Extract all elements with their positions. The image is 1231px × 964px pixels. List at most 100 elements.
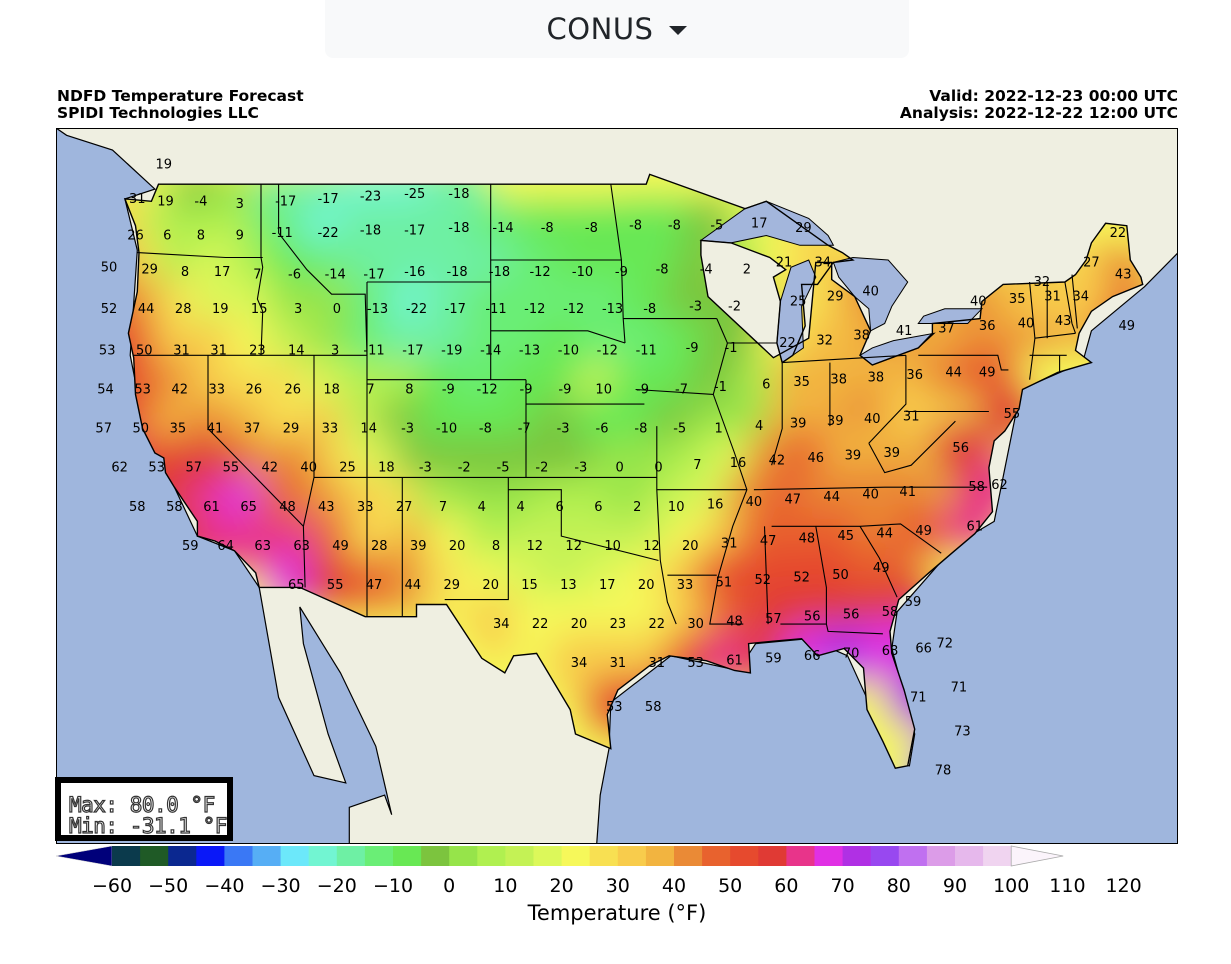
temperature-label: 33 <box>322 422 339 437</box>
temperature-label: 7 <box>693 458 701 473</box>
temperature-label: 40 <box>1018 317 1035 332</box>
colorbar-tick-label: 20 <box>550 875 574 897</box>
temperature-label: 32 <box>816 334 833 349</box>
temperature-label: -8 <box>634 422 647 437</box>
temperature-label: -18 <box>448 187 469 202</box>
colorbar-cell <box>252 846 282 866</box>
temperature-label: -11 <box>636 343 657 358</box>
temperature-label: 26 <box>246 383 263 398</box>
temperature-label: -6 <box>596 422 609 437</box>
temperature-label: -4 <box>700 263 713 278</box>
temperature-label: 53 <box>687 656 704 671</box>
temperature-label: -3 <box>689 299 702 314</box>
temperature-label: -3 <box>557 422 570 437</box>
temperature-label: 39 <box>827 414 844 429</box>
temperature-label: 10 <box>604 539 621 554</box>
colorbar-cell <box>814 846 844 866</box>
colorbar-cell <box>280 846 310 866</box>
temperature-label: 29 <box>795 221 812 236</box>
temperature-label: 23 <box>610 617 627 632</box>
temperature-label: -13 <box>519 343 540 358</box>
temperature-label: 41 <box>896 324 913 339</box>
temperature-label: 12 <box>527 539 544 554</box>
temperature-label: 10 <box>668 500 685 515</box>
min-value: Min: -31.1 °F <box>68 814 228 838</box>
temperature-label: 73 <box>954 725 971 740</box>
temperature-label: -2 <box>535 461 548 476</box>
map-header-left: NDFD Temperature Forecast SPIDI Technolo… <box>57 88 304 122</box>
temperature-label: -22 <box>317 226 338 241</box>
max-min-box: Max: 80.0 °F Min: -31.1 °F <box>55 777 233 841</box>
temperature-label: -3 <box>419 461 432 476</box>
colorbar-tick-label: −20 <box>317 875 357 897</box>
state-border <box>763 526 769 625</box>
state-border <box>610 184 626 344</box>
temperature-label: 39 <box>845 449 862 464</box>
lake <box>832 256 909 332</box>
temperature-label: -7 <box>675 383 688 398</box>
colorbar-tick-label: 90 <box>943 875 967 897</box>
temperature-label: 19 <box>156 158 173 173</box>
temperature-label: 6 <box>163 229 171 244</box>
temperature-label: 61 <box>726 654 743 669</box>
temperature-label: 65 <box>288 578 305 593</box>
temperature-label: 38 <box>853 329 870 344</box>
temperature-label: 40 <box>862 285 879 300</box>
analysis-time: Analysis: 2022-12-22 12:00 UTC <box>899 104 1178 122</box>
temperature-label: 6 <box>762 378 770 393</box>
temperature-label: 58 <box>166 500 183 515</box>
temperature-label: 4 <box>517 500 525 515</box>
temperature-label: -18 <box>448 221 469 236</box>
temperature-label: -14 <box>480 343 501 358</box>
chevron-down-icon <box>669 25 688 35</box>
temperature-label: 39 <box>790 417 807 432</box>
temperature-label: 20 <box>449 539 466 554</box>
colorbar-cell <box>730 846 759 866</box>
temperature-label: 52 <box>755 573 772 588</box>
colorbar-cell <box>702 846 731 866</box>
colorbar-tick-label: −60 <box>92 875 132 897</box>
colorbar-tick-label: −10 <box>373 875 413 897</box>
region-dropdown[interactable]: CONUS <box>325 0 909 58</box>
colorbar-cell <box>758 846 787 866</box>
temperature-label: 38 <box>868 370 885 385</box>
temperature-label: 36 <box>906 368 923 383</box>
colorbar-cell <box>449 846 478 866</box>
us-coastline <box>123 173 1144 769</box>
temperature-label: -9 <box>686 341 699 356</box>
state-border <box>868 355 907 444</box>
temperature-label: 33 <box>209 383 226 398</box>
temperature-label: 12 <box>565 539 582 554</box>
temperature-label: -8 <box>668 219 681 234</box>
temperature-label: 30 <box>687 617 704 632</box>
temperature-label: 6 <box>594 500 602 515</box>
map-title: NDFD Temperature Forecast <box>57 87 304 105</box>
temperature-label: 54 <box>97 383 114 398</box>
colorbar-cell <box>842 846 872 866</box>
temperature-label: 56 <box>843 607 860 622</box>
temperature-label: 18 <box>323 383 340 398</box>
colorbar-cell <box>364 846 394 866</box>
temperature-label: 50 <box>101 260 118 275</box>
temperature-label: 61 <box>203 500 220 515</box>
state-border <box>137 252 263 259</box>
temperature-label: 53 <box>99 343 116 358</box>
temperature-label: 57 <box>186 461 203 476</box>
state-border <box>1029 281 1036 380</box>
temperature-label: 2 <box>743 263 751 278</box>
temperature-label: -18 <box>489 265 510 280</box>
temperature-label: 17 <box>214 265 231 280</box>
colorbar-tick-label: 40 <box>662 875 686 897</box>
temperature-label: 22 <box>779 336 796 351</box>
temperature-label: 15 <box>521 578 538 593</box>
temperature-label: 28 <box>371 539 388 554</box>
temperature-label: 48 <box>726 615 743 630</box>
colorbar-cell <box>421 846 450 866</box>
temperature-label: 1 <box>714 422 722 437</box>
temperature-label: 40 <box>864 412 881 427</box>
temperature-label: -17 <box>402 343 423 358</box>
temperature-label: 63 <box>254 539 271 554</box>
colorbar-cell <box>870 846 900 866</box>
temperature-label: -12 <box>524 302 545 317</box>
temperature-label: -10 <box>436 422 457 437</box>
